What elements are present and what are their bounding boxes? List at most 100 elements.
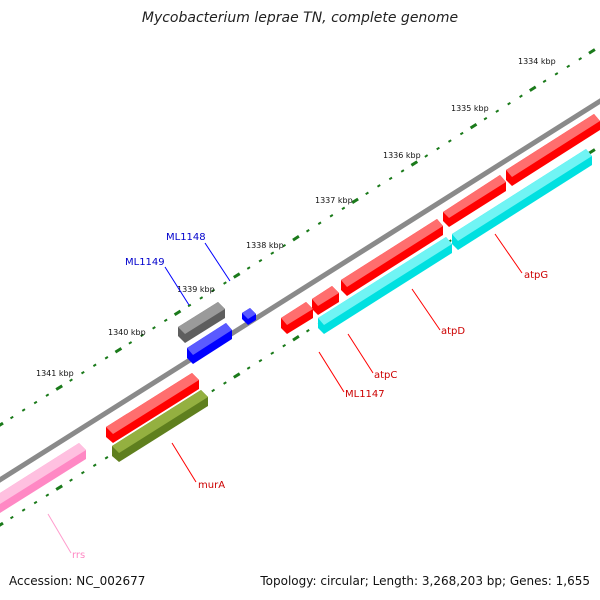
gene-atpG-cyan[interactable]	[452, 149, 592, 250]
gene-atpG-upper[interactable]	[506, 114, 600, 186]
map-title: Mycobacterium leprae TN, complete genome	[141, 10, 459, 26]
tick-mark	[305, 229, 310, 233]
tick-mark	[317, 221, 322, 225]
label-rrs: rrs	[72, 550, 85, 561]
gene-labels: ML1148 ML1149 atpG atpD atpC ML1147 murA…	[72, 232, 548, 561]
label-ML1147: ML1147	[345, 389, 385, 400]
leader-ml1147	[318, 351, 345, 393]
tick-mark	[80, 370, 85, 375]
tick-mark	[104, 356, 109, 360]
tick-mark	[305, 329, 310, 333]
gene-ML1149-blue[interactable]	[187, 323, 232, 364]
tick-mark	[388, 176, 393, 181]
tick-mark	[199, 296, 204, 300]
tick-mark	[140, 333, 144, 338]
leader-mura	[171, 442, 197, 483]
tick-mark	[211, 388, 216, 393]
tick-mark	[246, 366, 251, 370]
tick-mark	[282, 243, 287, 248]
tick-mark	[33, 400, 38, 405]
tick-mark	[45, 393, 50, 397]
tick-mark	[566, 64, 571, 69]
gene-atpG-upper-2[interactable]	[443, 175, 506, 227]
tick-mark	[483, 116, 488, 121]
tick-mark	[554, 72, 559, 76]
tick-mark	[128, 341, 133, 345]
scale-label-1337: 1337 kbp	[315, 196, 353, 205]
leader-rrs	[47, 513, 72, 554]
tick-mark	[424, 154, 429, 158]
tick-mark	[341, 206, 346, 211]
tick-mark	[376, 184, 381, 188]
label-atpC: atpC	[374, 370, 397, 381]
tick-mark	[211, 288, 216, 293]
gene-murA-red[interactable]	[106, 373, 199, 443]
tick-mark	[104, 456, 109, 460]
tick-mark	[92, 463, 97, 467]
tick-mark	[246, 266, 251, 270]
tick-mark	[436, 146, 440, 151]
tick-mark	[223, 381, 227, 385]
tick-mark	[351, 197, 359, 204]
leader-ml1149	[164, 266, 190, 306]
gene-murA-olive[interactable]	[112, 390, 208, 462]
tick-mark	[292, 235, 300, 242]
tick-mark	[21, 408, 26, 412]
gene-rrs[interactable]	[0, 443, 86, 513]
scale-label-1340: 1340 kbp	[108, 328, 146, 337]
tick-mark	[163, 318, 168, 323]
tick-mark	[45, 493, 50, 497]
accession-text: Accession: NC_002677	[9, 574, 146, 588]
genome-backbone	[0, 98, 600, 483]
tick-mark	[410, 160, 419, 167]
tick-mark	[92, 363, 97, 367]
label-leaders	[47, 233, 523, 554]
gene-ML1147-red[interactable]	[281, 302, 313, 334]
tick-mark	[9, 515, 14, 520]
genome-summary-text: Topology: circular; Length: 3,268,203 bp…	[260, 574, 590, 588]
tick-mark	[447, 139, 452, 143]
gene-atpC-red[interactable]	[312, 286, 339, 315]
tick-mark	[495, 109, 500, 113]
scale-label-1334: 1334 kbp	[518, 57, 556, 66]
tick-mark	[588, 48, 596, 55]
tick-mark	[529, 85, 537, 92]
label-atpG: atpG	[524, 270, 548, 281]
tick-mark	[258, 258, 263, 263]
label-ML1149: ML1149	[125, 257, 165, 268]
gene-atpD-red[interactable]	[341, 219, 443, 296]
leader-atpg	[494, 233, 523, 274]
tick-mark	[152, 326, 156, 330]
tick-mark	[469, 122, 478, 130]
scale-label-1338: 1338 kbp	[246, 241, 284, 250]
gene-atpD-cyan[interactable]	[318, 237, 452, 334]
leader-ml1148	[204, 242, 231, 282]
tick-mark	[233, 272, 241, 279]
tick-mark	[578, 57, 583, 61]
leader-atpc	[347, 333, 374, 374]
tick-mark	[80, 470, 85, 475]
tick-mark	[69, 378, 73, 382]
tick-mark	[282, 343, 287, 348]
tick-mark	[33, 500, 38, 505]
tick-mark	[9, 415, 14, 420]
tick-mark	[187, 303, 192, 308]
scale-labels: 1334 kbp 1335 kbp 1336 kbp 1337 kbp 1338…	[36, 57, 556, 378]
gene-ML1148[interactable]	[242, 308, 256, 325]
tick-mark	[0, 421, 4, 427]
label-ML1148: ML1148	[166, 232, 206, 243]
tick-mark	[258, 358, 263, 363]
gene-ML1149-gray[interactable]	[178, 302, 225, 343]
tick-mark	[55, 484, 63, 491]
tick-mark	[329, 214, 334, 218]
tick-mark	[507, 101, 511, 106]
tick-mark	[365, 191, 369, 196]
scale-label-1341: 1341 kbp	[36, 369, 74, 378]
tick-mark	[459, 131, 464, 136]
leader-atpd	[411, 288, 441, 331]
tick-mark	[233, 372, 241, 379]
tick-mark	[173, 309, 182, 317]
tick-mark	[292, 335, 300, 342]
tick-mark	[519, 94, 523, 98]
